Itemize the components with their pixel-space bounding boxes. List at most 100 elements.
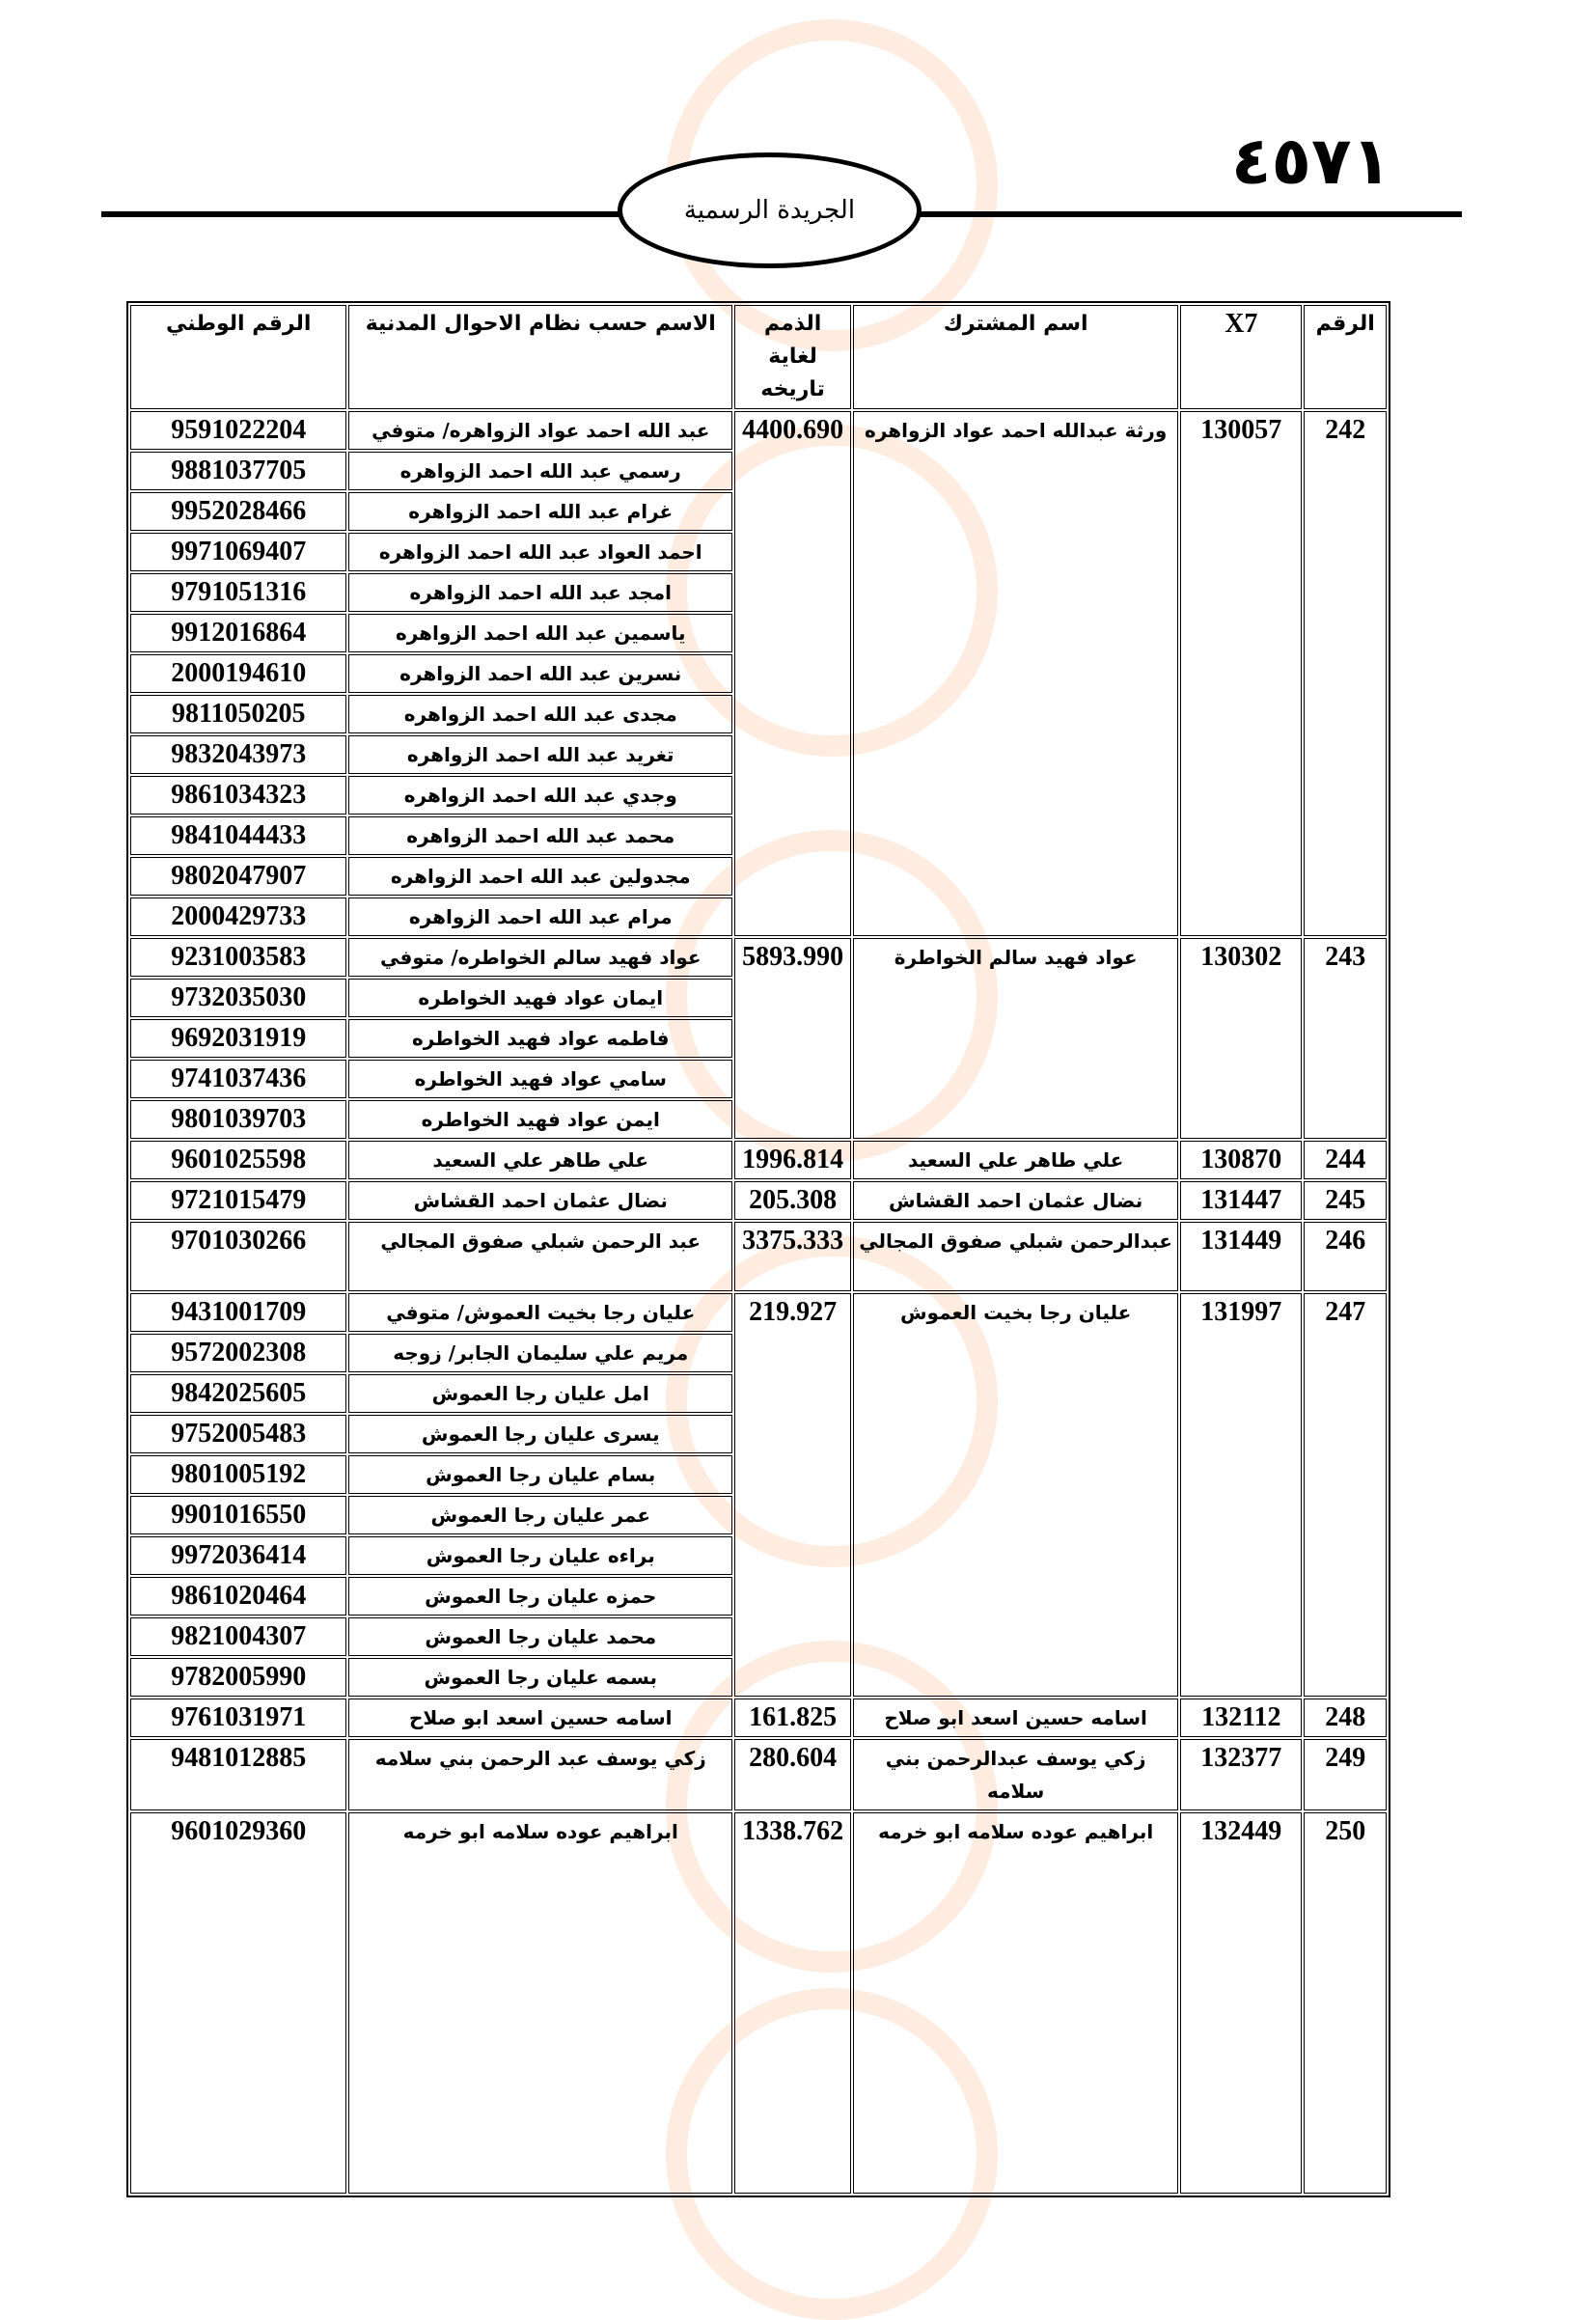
cell-debt: 161.825 <box>734 1699 852 1737</box>
table-row: محمد عبد الله احمد الزواهره 9841044433 <box>130 816 1387 855</box>
cell-civil-name: علي طاهر علي السعيد <box>348 1141 733 1179</box>
col-header-debt: الذمم لغاية تاريخه <box>734 305 852 409</box>
cell-national-id: 9842025605 <box>130 1374 347 1413</box>
cell-subscriber: عبدالرحمن شبلي صفوق المجالي <box>853 1222 1179 1291</box>
col-header-subscriber: اسم المشترك <box>853 305 1179 409</box>
cell-subscriber: ورثة عبدالله احمد عواد الزواهره <box>853 411 1179 936</box>
table-row: امجد عبد الله احمد الزواهره 9791051316 <box>130 573 1387 612</box>
col-header-no: الرقم <box>1304 305 1387 409</box>
table-row: مجدى عبد الله احمد الزواهره 9811050205 <box>130 695 1387 733</box>
cell-civil-name: مجدولين عبد الله احمد الزواهره <box>348 857 733 896</box>
cell-national-id: 2000429733 <box>130 898 347 936</box>
cell-no: 244 <box>1304 1141 1387 1179</box>
cell-civil-name: محمد عبد الله احمد الزواهره <box>348 816 733 855</box>
table-row: مريم علي سليمان الجابر/ زوجه 9572002308 <box>130 1334 1387 1372</box>
cell-civil-name: غرام عبد الله احمد الزواهره <box>348 492 733 531</box>
cell-civil-name: عبد الرحمن شبلي صفوق المجالي <box>348 1222 733 1291</box>
table-row: 245 131447 نضال عثمان احمد القشاش 205.308 نض… <box>130 1181 1387 1220</box>
cell-no: 249 <box>1304 1739 1387 1810</box>
table-row: نسرين عبد الله احمد الزواهره 2000194610 <box>130 654 1387 693</box>
cell-national-id: 9841044433 <box>130 816 347 855</box>
cell-national-id: 2000194610 <box>130 654 347 693</box>
cell-civil-name: عمر عليان رجا العموش <box>348 1496 733 1534</box>
cell-x7: 131447 <box>1180 1181 1303 1220</box>
table-row: مرام عبد الله احمد الزواهره 2000429733 <box>130 898 1387 936</box>
cell-debt: 1996.814 <box>734 1141 852 1179</box>
table-row: تغريد عبد الله احمد الزواهره 9832043973 <box>130 735 1387 774</box>
cell-national-id: 9721015479 <box>130 1181 347 1220</box>
table-row: 249 132377 زكي يوسف عبدالرحمن بني سلامه 280… <box>130 1739 1387 1810</box>
cell-national-id: 9912016864 <box>130 614 347 652</box>
cell-national-id: 9832043973 <box>130 735 347 774</box>
table-body: 242 130057 ورثة عبدالله احمد عواد الزواهره… <box>130 411 1387 2194</box>
cell-civil-name: نسرين عبد الله احمد الزواهره <box>348 654 733 693</box>
table-row: 242 130057 ورثة عبدالله احمد عواد الزواهره… <box>130 411 1387 936</box>
cell-civil-name: مجدى عبد الله احمد الزواهره <box>348 695 733 733</box>
table-row: 248 132112 اسامه حسين اسعد ابو صلاح 161.825… <box>130 1699 1387 1737</box>
table-row: 250 132449 ابراهيم عوده سلامه ابو خرمه 1338… <box>130 1812 1387 2194</box>
cell-national-id: 9811050205 <box>130 695 347 733</box>
table-row: رسمي عبد الله احمد الزواهره 9881037705 <box>130 452 1387 490</box>
cell-national-id: 9572002308 <box>130 1334 347 1372</box>
gazette-title-oval: الجريدة الرسمية <box>618 152 922 268</box>
cell-no: 243 <box>1304 938 1387 1139</box>
table-row: مجدولين عبد الله احمد الزواهره 9802047907 <box>130 857 1387 896</box>
cell-civil-name: تغريد عبد الله احمد الزواهره <box>348 735 733 774</box>
cell-x7: 131449 <box>1180 1222 1303 1291</box>
table-row: غرام عبد الله احمد الزواهره 9952028466 <box>130 492 1387 531</box>
col-header-civil-name: الاسم حسب نظام الاحوال المدنية <box>348 305 733 409</box>
cell-subscriber: نضال عثمان احمد القشاش <box>853 1181 1179 1220</box>
table-row: وجدي عبد الله احمد الزواهره 9861034323 <box>130 776 1387 815</box>
cell-civil-name: رسمي عبد الله احمد الزواهره <box>348 452 733 490</box>
cell-national-id: 9881037705 <box>130 452 347 490</box>
cell-x7: 132449 <box>1180 1812 1303 2194</box>
cell-civil-name: عليان رجا بخيت العموش/ متوفي <box>348 1293 733 1332</box>
cell-national-id: 9732035030 <box>130 979 347 1017</box>
cell-national-id: 9692031919 <box>130 1019 347 1058</box>
cell-national-id: 9752005483 <box>130 1415 347 1453</box>
cell-civil-name: ايمن عواد فهيد الخواطره <box>348 1100 733 1139</box>
cell-national-id: 9801039703 <box>130 1100 347 1139</box>
cell-civil-name: امل عليان رجا العموش <box>348 1374 733 1413</box>
cell-national-id: 9701030266 <box>130 1222 347 1291</box>
cell-no: 248 <box>1304 1699 1387 1737</box>
cell-civil-name: يسرى عليان رجا العموش <box>348 1415 733 1453</box>
cell-subscriber: زكي يوسف عبدالرحمن بني سلامه <box>853 1739 1179 1810</box>
cell-no: 246 <box>1304 1222 1387 1291</box>
col-header-national-id: الرقم الوطني <box>130 305 347 409</box>
cell-civil-name: ياسمين عبد الله احمد الزواهره <box>348 614 733 652</box>
table-row: 244 130870 علي طاهر علي السعيد 1996.814 علي … <box>130 1141 1387 1179</box>
cell-civil-name: امجد عبد الله احمد الزواهره <box>348 573 733 612</box>
cell-x7: 132112 <box>1180 1699 1303 1737</box>
cell-national-id: 9741037436 <box>130 1060 347 1098</box>
table-header-row: الرقم X7 اسم المشترك الذمم لغاية تاريخه … <box>130 305 1387 409</box>
col-header-x7: X7 <box>1180 305 1303 409</box>
cell-national-id: 9861034323 <box>130 776 347 815</box>
cell-civil-name: بسام عليان رجا العموش <box>348 1455 733 1494</box>
cell-civil-name: اسامه حسين اسعد ابو صلاح <box>348 1699 733 1737</box>
cell-subscriber: عواد فهيد سالم الخواطرة <box>853 938 1179 1139</box>
cell-national-id: 9231003583 <box>130 938 347 977</box>
cell-civil-name: نضال عثمان احمد القشاش <box>348 1181 733 1220</box>
table-row: براءه عليان رجا العموش 9972036414 <box>130 1536 1387 1575</box>
cell-civil-name: محمد عليان رجا العموش <box>348 1617 733 1656</box>
table-row: عمر عليان رجا العموش 9901016550 <box>130 1496 1387 1534</box>
page-number: ٤٥٧١ <box>1230 124 1391 200</box>
cell-subscriber: علي طاهر علي السعيد <box>853 1141 1179 1179</box>
cell-debt: 4400.690 <box>734 411 852 936</box>
cell-civil-name: براءه عليان رجا العموش <box>348 1536 733 1575</box>
cell-national-id: 9761031971 <box>130 1699 347 1737</box>
table-row: ياسمين عبد الله احمد الزواهره 9912016864 <box>130 614 1387 652</box>
cell-debt: 5893.990 <box>734 938 852 1139</box>
cell-civil-name: حمزه عليان رجا العموش <box>348 1577 733 1616</box>
cell-national-id: 9861020464 <box>130 1577 347 1616</box>
cell-civil-name: سامي عواد فهيد الخواطره <box>348 1060 733 1098</box>
cell-civil-name: مرام عبد الله احمد الزواهره <box>348 898 733 936</box>
table-row: محمد عليان رجا العموش 9821004307 <box>130 1617 1387 1656</box>
table-row: بسمه عليان رجا العموش 9782005990 <box>130 1658 1387 1697</box>
subscribers-table: الرقم X7 اسم المشترك الذمم لغاية تاريخه … <box>126 301 1390 2197</box>
cell-debt: 1338.762 <box>734 1812 852 2194</box>
cell-civil-name: احمد العواد عبد الله احمد الزواهره <box>348 533 733 571</box>
cell-national-id: 9791051316 <box>130 573 347 612</box>
cell-civil-name: ابراهيم عوده سلامه ابو خرمه <box>348 1812 733 2194</box>
